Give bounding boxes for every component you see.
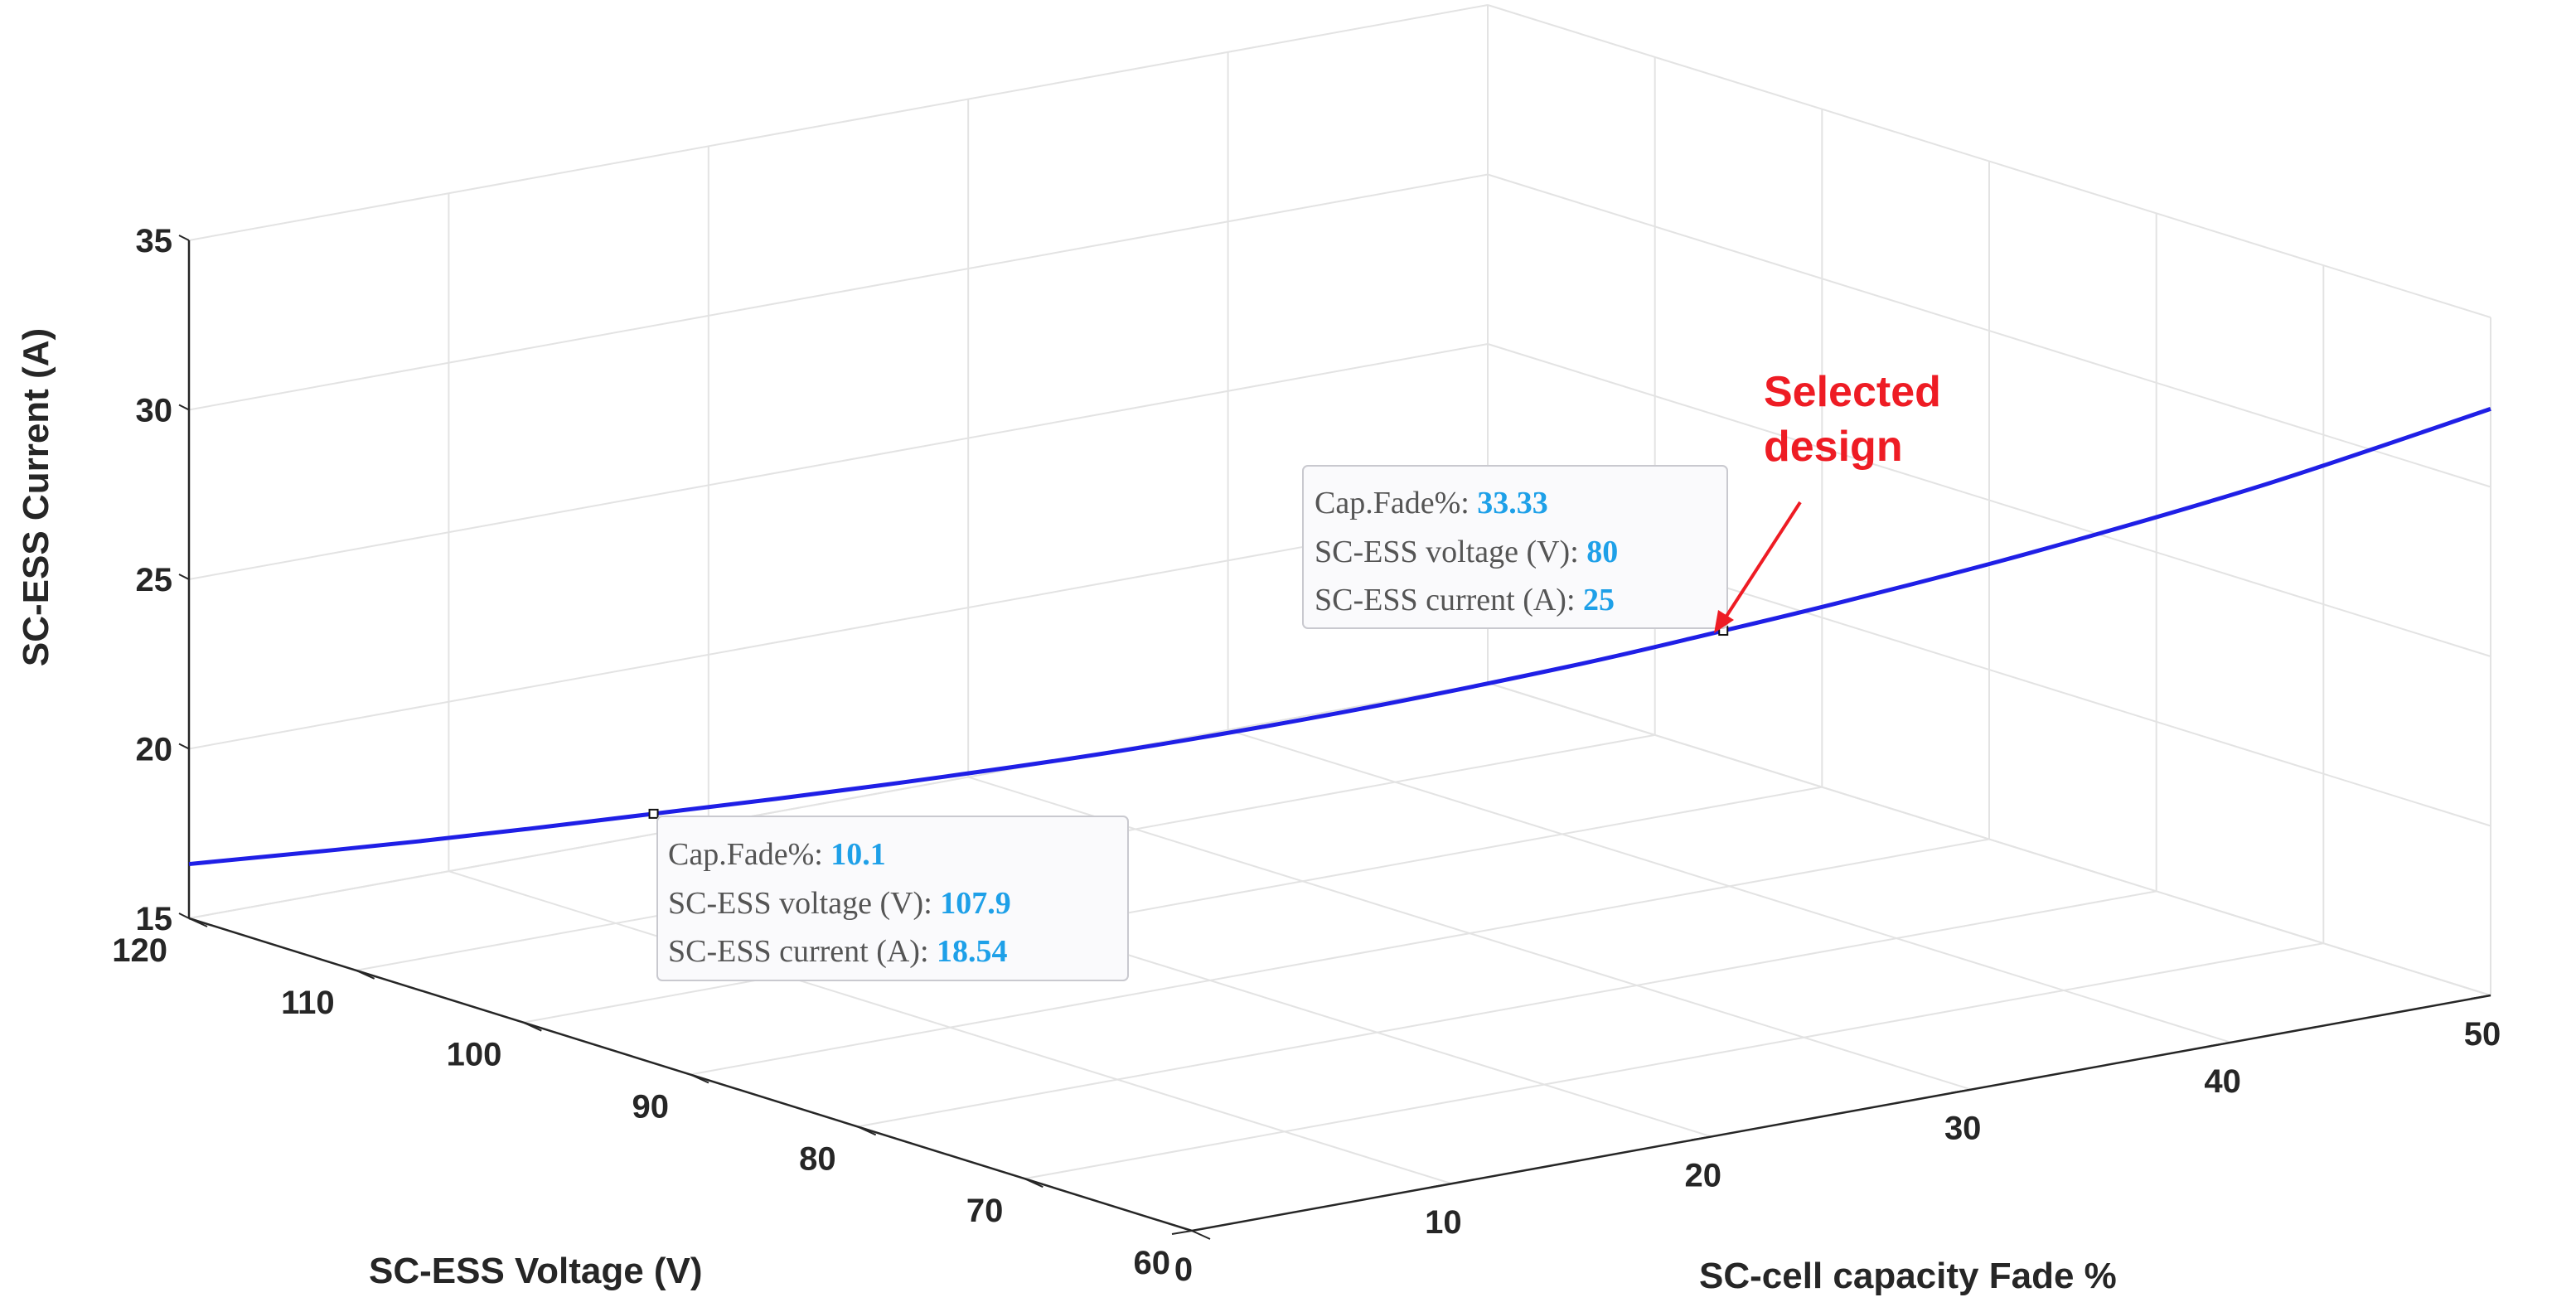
side-wall-grid-line [1487, 343, 2491, 657]
datatip-1-voltage: SC-ESS voltage (V): 107.9 [668, 886, 1011, 921]
x-tick-label: 30 [1944, 1111, 1982, 1147]
y-tick-mark [690, 1073, 709, 1084]
z-tick-mark [178, 743, 190, 750]
back-wall-grid-line [188, 343, 1489, 580]
x-tick-mark [2210, 1041, 2231, 1047]
annotation-arrowhead [1714, 610, 1734, 633]
datatip-1-current: SC-ESS current (A): 18.54 [668, 934, 1008, 969]
z-tick-label: 20 [136, 732, 173, 768]
z-tick-mark [178, 235, 190, 241]
datatip-2-box [1302, 465, 1728, 629]
datatip-marker[interactable] [648, 808, 659, 819]
y-tick-label: 80 [799, 1140, 836, 1177]
floor-grid-line [523, 786, 1823, 1024]
x-tick-mark [1691, 1135, 1712, 1141]
annotation-line-1: Selected [1764, 368, 1941, 416]
z-axis-title: SC-ESS Current (A) [16, 328, 56, 666]
datatip-1-box [656, 816, 1129, 981]
x-tick-mark [2470, 995, 2491, 1000]
x-tick-label: 0 [1174, 1251, 1193, 1288]
x-tick-mark [1951, 1088, 1972, 1094]
x-tick-label: 40 [2204, 1063, 2241, 1100]
z-tick-mark [178, 574, 190, 580]
y-tick-mark [522, 1021, 542, 1032]
floor-grid-line [857, 890, 2157, 1128]
x-axis-title: SC-cell capacity Fade % [1699, 1256, 2117, 1296]
z-tick-mark [178, 912, 190, 919]
axes [178, 235, 2491, 1240]
datatip-2-fade: Cap.Fade%: 33.33 [1315, 486, 1548, 520]
x-tick-mark [1171, 1230, 1193, 1235]
y-axis-title: SC-ESS Voltage (V) [369, 1251, 703, 1291]
y-tick-label: 70 [966, 1193, 1004, 1229]
side-wall-grid-line [1487, 4, 2491, 318]
datatip-1[interactable]: Cap.Fade%: 10.1 SC-ESS voltage (V): 107.… [656, 816, 1129, 981]
datatip-2-voltage: SC-ESS voltage (V): 80 [1315, 535, 1618, 569]
z-tick-label: 30 [136, 393, 173, 429]
y-tick-label: 100 [447, 1037, 502, 1073]
back-wall-grid-line [188, 682, 1489, 919]
floor-grid-line [690, 838, 1990, 1076]
y-tick-mark [188, 917, 208, 927]
x-tick-label: 20 [1685, 1157, 1722, 1193]
y-tick-label: 120 [112, 932, 167, 969]
x-tick-label: 50 [2464, 1016, 2501, 1053]
x-tick-mark [1431, 1183, 1452, 1188]
side-wall-grid-line [1487, 682, 2491, 996]
selected-design-annotation: Selected design [1714, 368, 1941, 633]
annotation-arrow [1722, 501, 1802, 622]
x-axis-line [1191, 994, 2491, 1232]
z-tick-label: 15 [136, 901, 173, 937]
y-tick-label: 110 [281, 985, 335, 1021]
series-line [188, 407, 2491, 867]
floor-grid-line [1024, 942, 2324, 1180]
z-tick-mark [178, 404, 190, 411]
z-tick-label: 25 [136, 562, 173, 598]
annotation-line-2: design [1764, 423, 1903, 471]
back-wall-grid-line [188, 4, 1489, 241]
y-tick-label: 90 [632, 1089, 670, 1125]
datatip-1-fade: Cap.Fade%: 10.1 [668, 837, 886, 872]
datatip-2-current: SC-ESS current (A): 25 [1315, 583, 1615, 617]
back-wall-grid-line [188, 512, 1489, 750]
side-wall-grid-line [1487, 173, 2491, 488]
z-tick-label: 35 [136, 223, 173, 259]
y-tick-label: 60 [1134, 1245, 1171, 1281]
y-tick-mark [1191, 1230, 1211, 1240]
datatip-2[interactable]: Cap.Fade%: 33.33 SC-ESS voltage (V): 80 … [1302, 465, 1728, 629]
back-wall-grid-line [188, 173, 1489, 411]
x-tick-label: 10 [1425, 1204, 1462, 1241]
y-tick-mark [356, 969, 375, 980]
y-tick-mark [857, 1125, 877, 1136]
y-tick-mark [1024, 1178, 1043, 1188]
